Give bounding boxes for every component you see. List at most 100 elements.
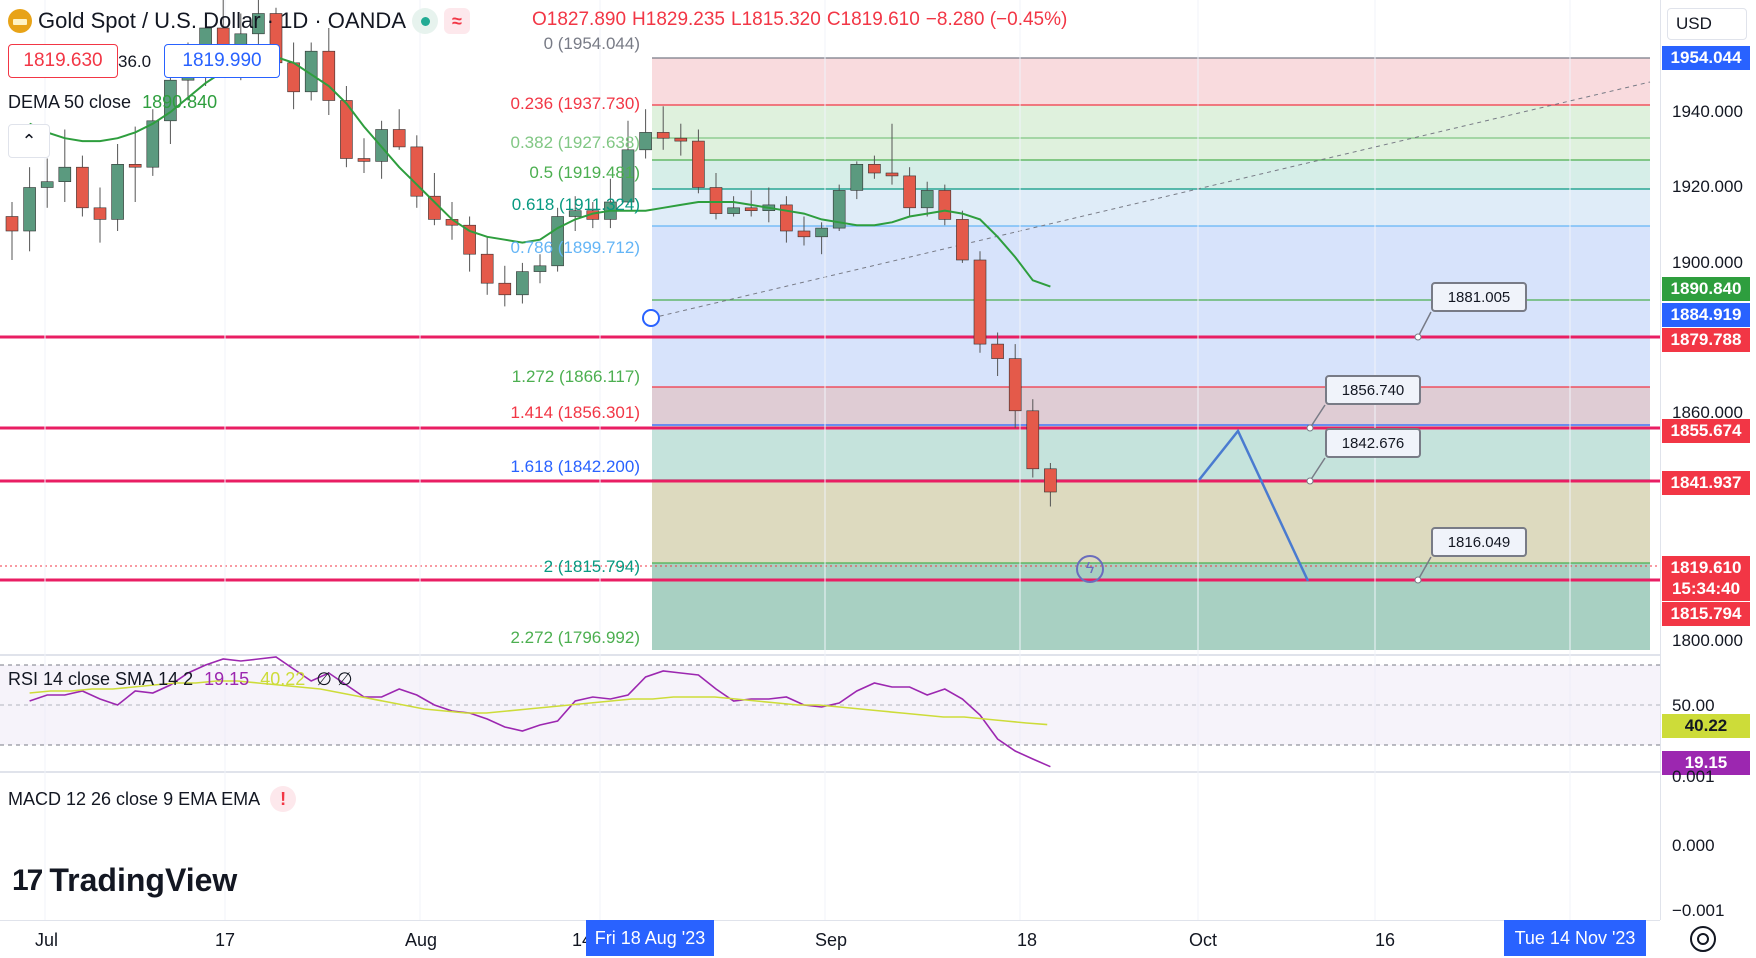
- dema-label: DEMA 50 close: [8, 92, 132, 112]
- ohlc-open: O1827.890: [532, 9, 627, 30]
- time-cursor-end: Tue 14 Nov '23: [1504, 920, 1646, 956]
- tradingview-logo-text: TradingView: [49, 862, 238, 898]
- callout-leader: [1417, 311, 1432, 338]
- price-axis-tick: 1940.000: [1672, 102, 1743, 121]
- candle-body: [551, 216, 564, 267]
- currency-selector[interactable]: USD: [1667, 8, 1747, 40]
- candle-body: [780, 204, 793, 232]
- dema-legend[interactable]: DEMA 50 close 1890.840: [8, 92, 217, 113]
- ohlc-low: L1815.320: [731, 9, 821, 30]
- price-callout[interactable]: 1881.005: [1431, 282, 1527, 312]
- macd-label: MACD 12 26 close 9 EMA EMA: [8, 788, 261, 809]
- buy-button[interactable]: 1819.990: [164, 44, 280, 78]
- candle-body: [727, 207, 740, 214]
- tradingview-mark-icon: 17: [12, 863, 43, 897]
- fib-label: 2 (1815.794): [543, 557, 640, 576]
- dema-line: [29, 56, 1051, 288]
- candle-body: [23, 187, 36, 232]
- candle-body: [410, 146, 424, 197]
- rsi-axis-tag: 40.22: [1662, 714, 1750, 738]
- rsi-extra: ∅ ∅: [316, 669, 353, 689]
- price-callout[interactable]: 1816.049: [1431, 527, 1527, 557]
- fib-label: 0 (1954.044): [543, 34, 640, 53]
- symbol-title-bar[interactable]: Gold Spot / U.S. Dollar · 1D · OANDA ≈: [8, 8, 470, 34]
- candle-body: [621, 149, 635, 203]
- price-callout[interactable]: 1856.740: [1325, 375, 1421, 405]
- candle-body: [903, 175, 916, 209]
- trend-anchor-handle: [642, 309, 660, 327]
- price-axis-tag: 1815.794: [1662, 602, 1750, 626]
- rsi-legend[interactable]: RSI 14 close SMA 14 2 19.15 40.22 ∅ ∅: [8, 669, 353, 690]
- candle-body: [128, 164, 142, 168]
- ohlc-high: H1829.235: [632, 9, 725, 30]
- candle-body: [1044, 468, 1057, 493]
- ohlc-readout: O1827.890 H1829.235 L1815.320 C1819.610 …: [532, 9, 1067, 31]
- time-cursor-start: Fri 18 Aug '23: [586, 920, 714, 956]
- settings-gear-icon[interactable]: [1690, 926, 1716, 952]
- time-axis-label: Oct: [1189, 930, 1218, 950]
- candle-body: [463, 224, 476, 255]
- lightning-icon[interactable]: ϟ: [1076, 555, 1104, 583]
- candle-body: [692, 140, 705, 188]
- candle-body: [815, 227, 828, 238]
- candle-body: [656, 132, 670, 139]
- market-open-icon[interactable]: [412, 8, 438, 34]
- candle-body: [322, 50, 336, 101]
- candle-body: [533, 265, 547, 272]
- price-axis-tick: 1920.000: [1672, 177, 1743, 196]
- price-callout[interactable]: 1842.676: [1325, 428, 1421, 458]
- candle-body: [744, 207, 758, 212]
- symbol-title[interactable]: Gold Spot / U.S. Dollar · 1D · OANDA: [38, 8, 406, 33]
- fib-band: [652, 105, 1650, 138]
- candle-body: [1026, 410, 1040, 470]
- price-axis-tick: 1800.000: [1672, 631, 1743, 650]
- fib-label: 0.5 (1919.481): [529, 163, 640, 182]
- time-axis-label: Aug: [405, 930, 438, 950]
- price-axis-tag: 15:34:40: [1662, 577, 1750, 601]
- price-axis-tag: 1819.610: [1662, 556, 1750, 580]
- candle-body: [340, 100, 353, 159]
- candle-body: [252, 13, 265, 35]
- callout-anchor: [1306, 477, 1314, 485]
- candle-body: [832, 190, 846, 229]
- price-axis-tag: 1879.788: [1662, 328, 1750, 352]
- candle-body: [850, 164, 864, 191]
- chart-canvas[interactable]: [0, 0, 1660, 920]
- warning-icon[interactable]: !: [270, 786, 297, 812]
- sell-button[interactable]: 1819.630: [8, 44, 118, 78]
- candle-body: [93, 207, 107, 220]
- callout-anchor: [1306, 424, 1314, 432]
- macd-axis-tick: −0.001: [1672, 901, 1725, 920]
- rsi-sma-line: [29, 680, 1048, 726]
- trend-line: [651, 81, 1651, 319]
- candle-body: [1008, 358, 1022, 412]
- callout-leader: [1309, 457, 1326, 482]
- fib-label: 1.414 (1856.301): [510, 403, 641, 422]
- callout-leader: [1309, 404, 1326, 429]
- gold-symbol-icon: [8, 9, 32, 33]
- candle-body: [885, 172, 899, 177]
- main-chart-pane[interactable]: [0, 0, 1660, 920]
- macd-legend[interactable]: MACD 12 26 close 9 EMA EMA !: [8, 786, 297, 812]
- candle-body: [920, 190, 934, 209]
- candle-body: [40, 181, 54, 188]
- price-axis-tag: 1890.840: [1662, 277, 1750, 301]
- rsi-label: RSI 14 close SMA 14 2: [8, 669, 194, 689]
- fib-band: [652, 160, 1650, 189]
- candle-body: [991, 343, 1004, 359]
- candle-body: [5, 216, 19, 232]
- dema-value: 1890.840: [142, 92, 218, 112]
- time-axis-label: Sep: [815, 930, 848, 950]
- callout-leader: [1417, 556, 1432, 581]
- candle-body: [956, 219, 969, 261]
- wave-icon[interactable]: ≈: [444, 8, 470, 34]
- collapse-legend-button[interactable]: ⌃: [8, 124, 50, 158]
- spread-value: 36.0: [118, 52, 152, 71]
- candle-body: [674, 137, 688, 142]
- candle-body: [639, 132, 652, 151]
- candle-body: [709, 187, 723, 214]
- tradingview-logo[interactable]: 17 TradingView: [12, 862, 237, 899]
- fib-label: 0.382 (1927.638): [510, 133, 641, 152]
- time-axis[interactable]: [0, 920, 1660, 958]
- candle-body: [938, 190, 952, 220]
